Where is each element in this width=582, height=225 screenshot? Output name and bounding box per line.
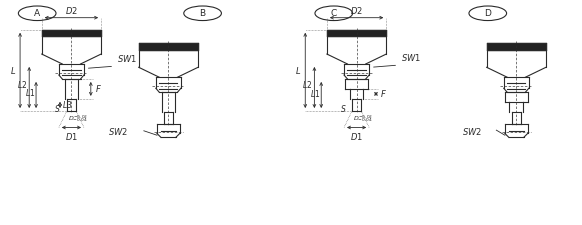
Text: $D1$: $D1$: [350, 131, 363, 142]
Text: A: A: [34, 9, 40, 18]
Text: $L2$: $L2$: [302, 79, 312, 90]
Text: $F$: $F$: [95, 83, 102, 94]
Text: $L$: $L$: [10, 65, 16, 76]
Text: $S$: $S$: [340, 103, 346, 114]
Text: $F$: $F$: [380, 88, 387, 99]
Text: $SW1$: $SW1$: [401, 52, 421, 63]
Text: $D2$: $D2$: [350, 5, 363, 16]
Text: $D1$: $D1$: [65, 131, 78, 142]
Text: B: B: [200, 9, 205, 18]
Text: $L1$: $L1$: [310, 88, 320, 99]
Text: $L1$: $L1$: [24, 87, 35, 98]
Text: $SW1$: $SW1$: [117, 53, 137, 64]
Text: $SW2$: $SW2$: [462, 126, 482, 137]
Text: C: C: [331, 9, 337, 18]
Text: $SW2$: $SW2$: [108, 126, 129, 137]
Text: $L$: $L$: [295, 65, 301, 76]
Text: $D^{-0.02}_{-0.04}$: $D^{-0.02}_{-0.04}$: [353, 113, 373, 124]
Text: $L3$: $L3$: [62, 99, 73, 110]
Text: $S$: $S$: [55, 103, 61, 114]
Text: $D^{-0.02}_{-0.04}$: $D^{-0.02}_{-0.04}$: [68, 113, 88, 124]
Text: $L2$: $L2$: [17, 79, 27, 90]
Text: $D2$: $D2$: [65, 5, 78, 16]
Text: D: D: [484, 9, 491, 18]
